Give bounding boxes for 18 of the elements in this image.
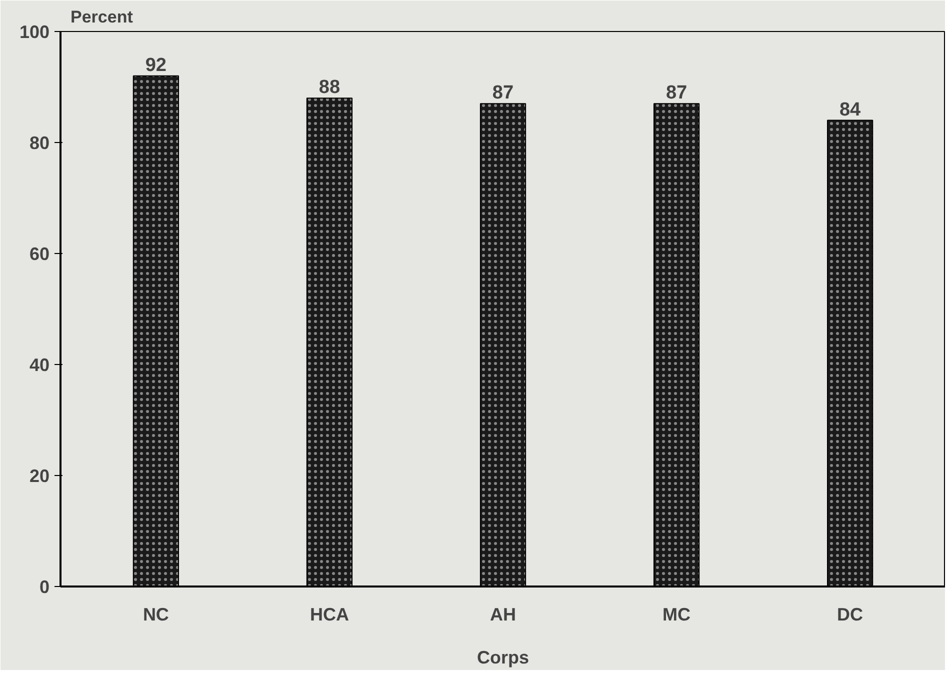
- x-tick-label: NC: [142, 604, 169, 624]
- x-axis-title: Corps: [477, 648, 530, 668]
- data-label: 88: [318, 77, 340, 98]
- y-axis-title: Percent: [70, 8, 134, 26]
- y-tick-label: 20: [29, 466, 50, 486]
- y-tick-label: 60: [29, 244, 50, 264]
- y-tick-label: 100: [19, 22, 50, 42]
- x-tick-label: DC: [837, 604, 864, 624]
- x-tick-label: AH: [490, 604, 516, 624]
- data-label: 87: [492, 82, 514, 104]
- x-tick-label: HCA: [310, 604, 349, 624]
- x-tick-label: MC: [662, 604, 691, 624]
- data-label: 92: [145, 54, 167, 76]
- data-label: 87: [666, 82, 688, 104]
- y-tick-label: 40: [29, 355, 50, 375]
- y-tick-label: 80: [29, 133, 50, 153]
- y-tick-label: 0: [39, 577, 50, 597]
- data-label: 84: [839, 99, 862, 120]
